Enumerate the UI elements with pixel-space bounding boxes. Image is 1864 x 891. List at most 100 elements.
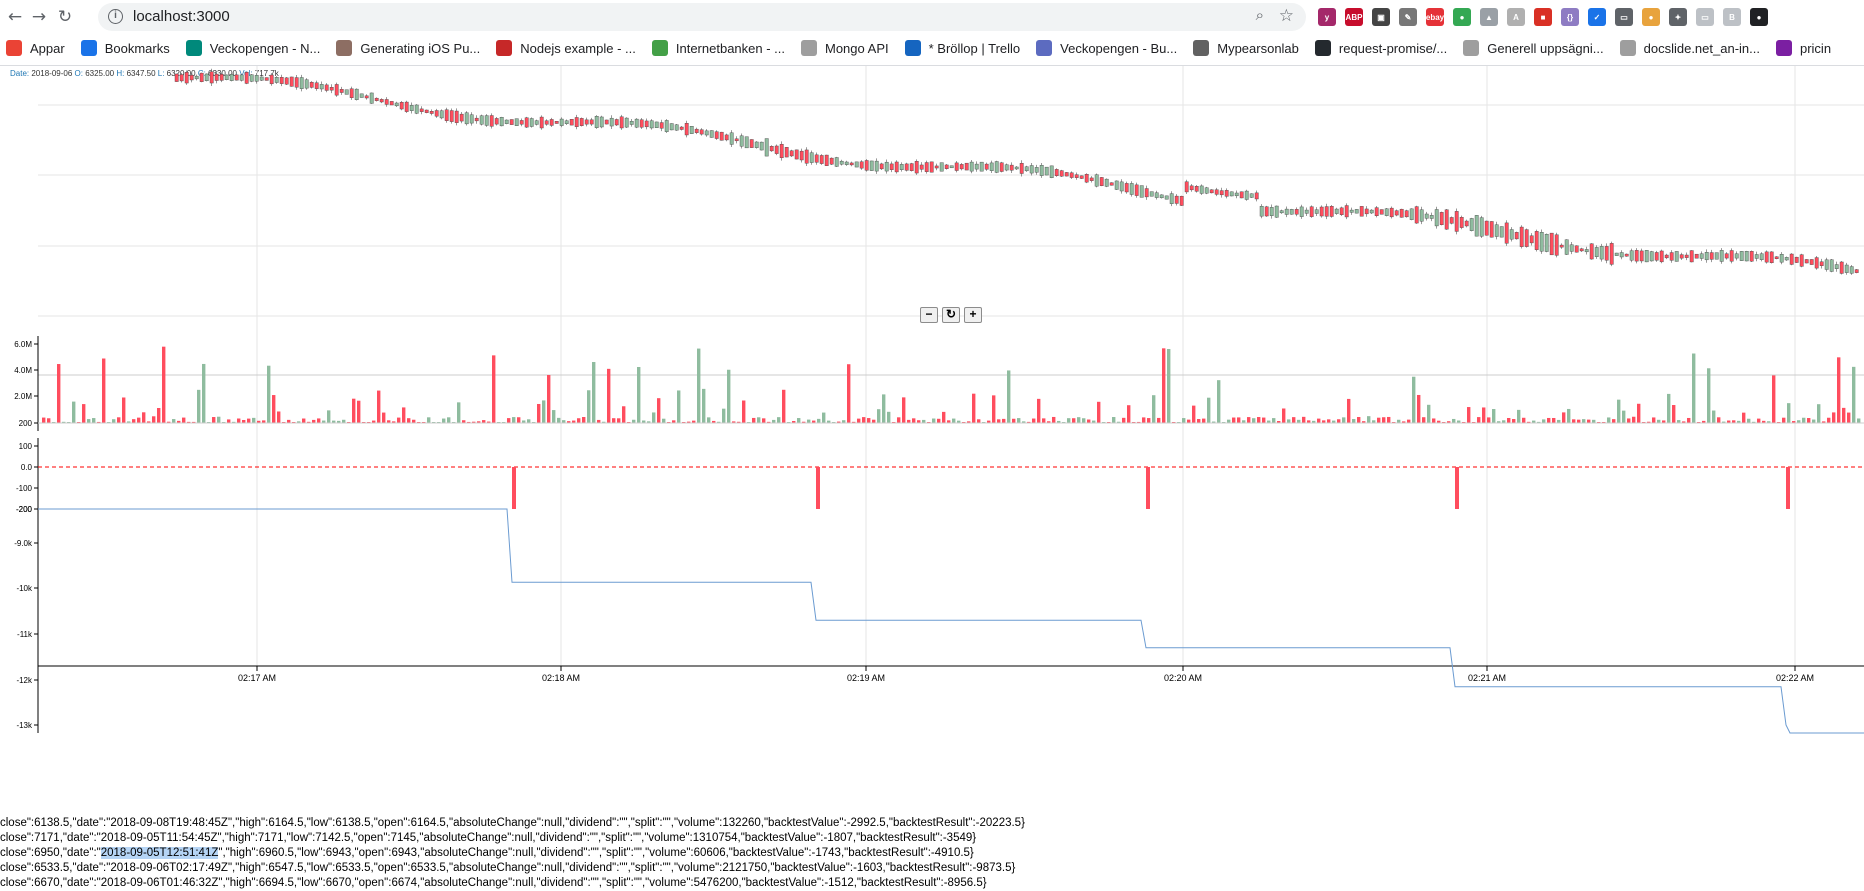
bookmark-pricin[interactable]: pricin [1770,36,1841,60]
volume-bar [672,420,676,423]
bookmark-trello[interactable]: * Bröllop | Trello [899,36,1031,60]
bookmark-request-promise[interactable]: request-promise/... [1309,36,1457,60]
backtest-bar [1455,467,1459,509]
volume-bar [1007,370,1011,423]
puzzle-icon[interactable]: ✦ [1669,8,1687,26]
triangle-icon[interactable]: ▲ [1480,8,1498,26]
candle-body [999,162,1004,172]
candle-body [1534,231,1539,250]
bookmark-generating-ios[interactable]: Generating iOS Pu... [330,36,490,60]
bookmark-docslide[interactable]: docslide.net_an-in... [1614,36,1770,60]
candle-body [829,157,834,165]
candle-body [199,72,204,82]
candle-body [899,164,904,170]
address-bar[interactable]: i localhost:3000 ⌕ ☆ [98,3,1306,31]
candle-body [404,101,409,112]
volume-bar [642,420,646,423]
volume-bar [1497,421,1501,423]
bookmark-label: Veckopengen - Bu... [1060,40,1178,56]
candle-body [539,116,544,129]
volume-bar [257,420,261,423]
volume-bar [552,410,556,423]
star-icon[interactable]: ☆ [1278,6,1294,25]
cookie-icon[interactable]: ● [1642,8,1660,26]
volume-bar [1287,419,1291,423]
volume-bar [1827,417,1831,423]
reset-zoom-button[interactable]: ↻ [942,307,960,323]
volume-bar [1052,416,1056,423]
candle-body [1449,217,1454,224]
zoom-icon[interactable]: ⌕ [1255,7,1264,24]
info-icon[interactable]: i [108,9,123,24]
bookmark-bookmarks[interactable]: Bookmarks [75,36,180,60]
volume-bar [1482,407,1486,423]
volume-bar [1122,417,1126,423]
volume-bar [827,420,831,423]
zoom-out-button[interactable]: − [920,307,938,323]
candle-body [894,161,899,173]
screenshot-icon[interactable]: ■ [1534,8,1552,26]
candle-body [1629,250,1634,261]
bookmark-mongo[interactable]: Mongo API [795,36,899,60]
bookmark-veckopengen-1[interactable]: Veckopengen - N... [180,36,331,60]
candle-body [1289,209,1294,215]
bookmarks-bar: Appar Bookmarks Veckopengen - N... Generati… [0,36,1864,60]
volume-bar [1832,412,1836,423]
candle-body [974,163,979,170]
volume-bar [457,402,461,423]
volume-bar [1432,418,1436,423]
candle-body [774,145,779,154]
bookmark-trello-icon [904,40,921,56]
yoast-icon[interactable]: y [1318,8,1336,26]
adblock-icon[interactable]: ABP [1345,8,1363,26]
bookmark-apps[interactable]: Appar [0,36,75,60]
volume-bar [1402,421,1406,423]
x-tick-label: 02:17 AM [238,673,276,683]
zoom-in-button[interactable]: + [964,307,982,323]
ebay-icon[interactable]: ebay [1426,8,1444,26]
color-picker-icon[interactable]: ● [1453,8,1471,26]
json-icon[interactable]: {} [1561,8,1579,26]
bookmark-internetbanken[interactable]: Internetbanken - ... [646,36,795,60]
bookmark-veckopengen-2[interactable]: Veckopengen - Bu... [1030,36,1187,60]
candle-body [1154,192,1159,198]
volume-bar [267,365,271,423]
forward-icon[interactable]: → [31,7,47,27]
candle-body [1374,207,1379,217]
candle-body [1594,247,1599,257]
candle-body [1029,165,1034,174]
angular-icon[interactable]: A [1507,8,1525,26]
bookmark-veckopengen-1-icon [185,40,202,56]
candle-body [714,131,719,139]
candle-body [1749,251,1754,262]
pen-icon[interactable]: ✎ [1399,8,1417,26]
volume-bar [597,419,601,423]
y-tick-label: -200 [16,505,33,514]
x-tick-label: 02:20 AM [1164,673,1202,683]
candle-body [479,115,484,125]
incognito-icon[interactable]: ▣ [1372,8,1390,26]
candle-body [844,161,849,165]
shield-icon[interactable]: ✓ [1588,8,1606,26]
url-text[interactable]: localhost:3000 [133,8,230,25]
bookmark-generell[interactable]: Generell uppsägni... [1457,36,1613,60]
chart-canvas[interactable]: 02:17 AM 02:18 AM 02:19 AM 02:20 AM 02:21 AM… [0,66,1864,816]
reload-icon[interactable]: ↻ [57,7,73,27]
candle-body [1354,209,1359,214]
profile-icon[interactable]: ● [1750,8,1768,26]
back-icon[interactable]: ← [7,7,23,27]
b-icon[interactable]: B [1723,8,1741,26]
volume-bar [1822,421,1826,423]
cast-icon[interactable]: ▭ [1615,8,1633,26]
volume-bar [297,421,301,423]
candle-body [454,110,459,123]
bookmark-mypearsonlab[interactable]: Mypearsonlab [1187,36,1309,60]
volume-bar [632,419,636,423]
bookmark-nodejs[interactable]: Nodejs example - ... [490,36,646,60]
volume-bar [1252,418,1256,423]
volume-bar [1002,418,1006,423]
browser-toolbar: ← → ↻ i localhost:3000 ⌕ ☆ y ABP ▣ ✎ ebay ● ▲ A… [0,0,1864,34]
candle-body [879,163,884,170]
candle-body [1054,169,1059,176]
battery-icon[interactable]: ▭ [1696,8,1714,26]
